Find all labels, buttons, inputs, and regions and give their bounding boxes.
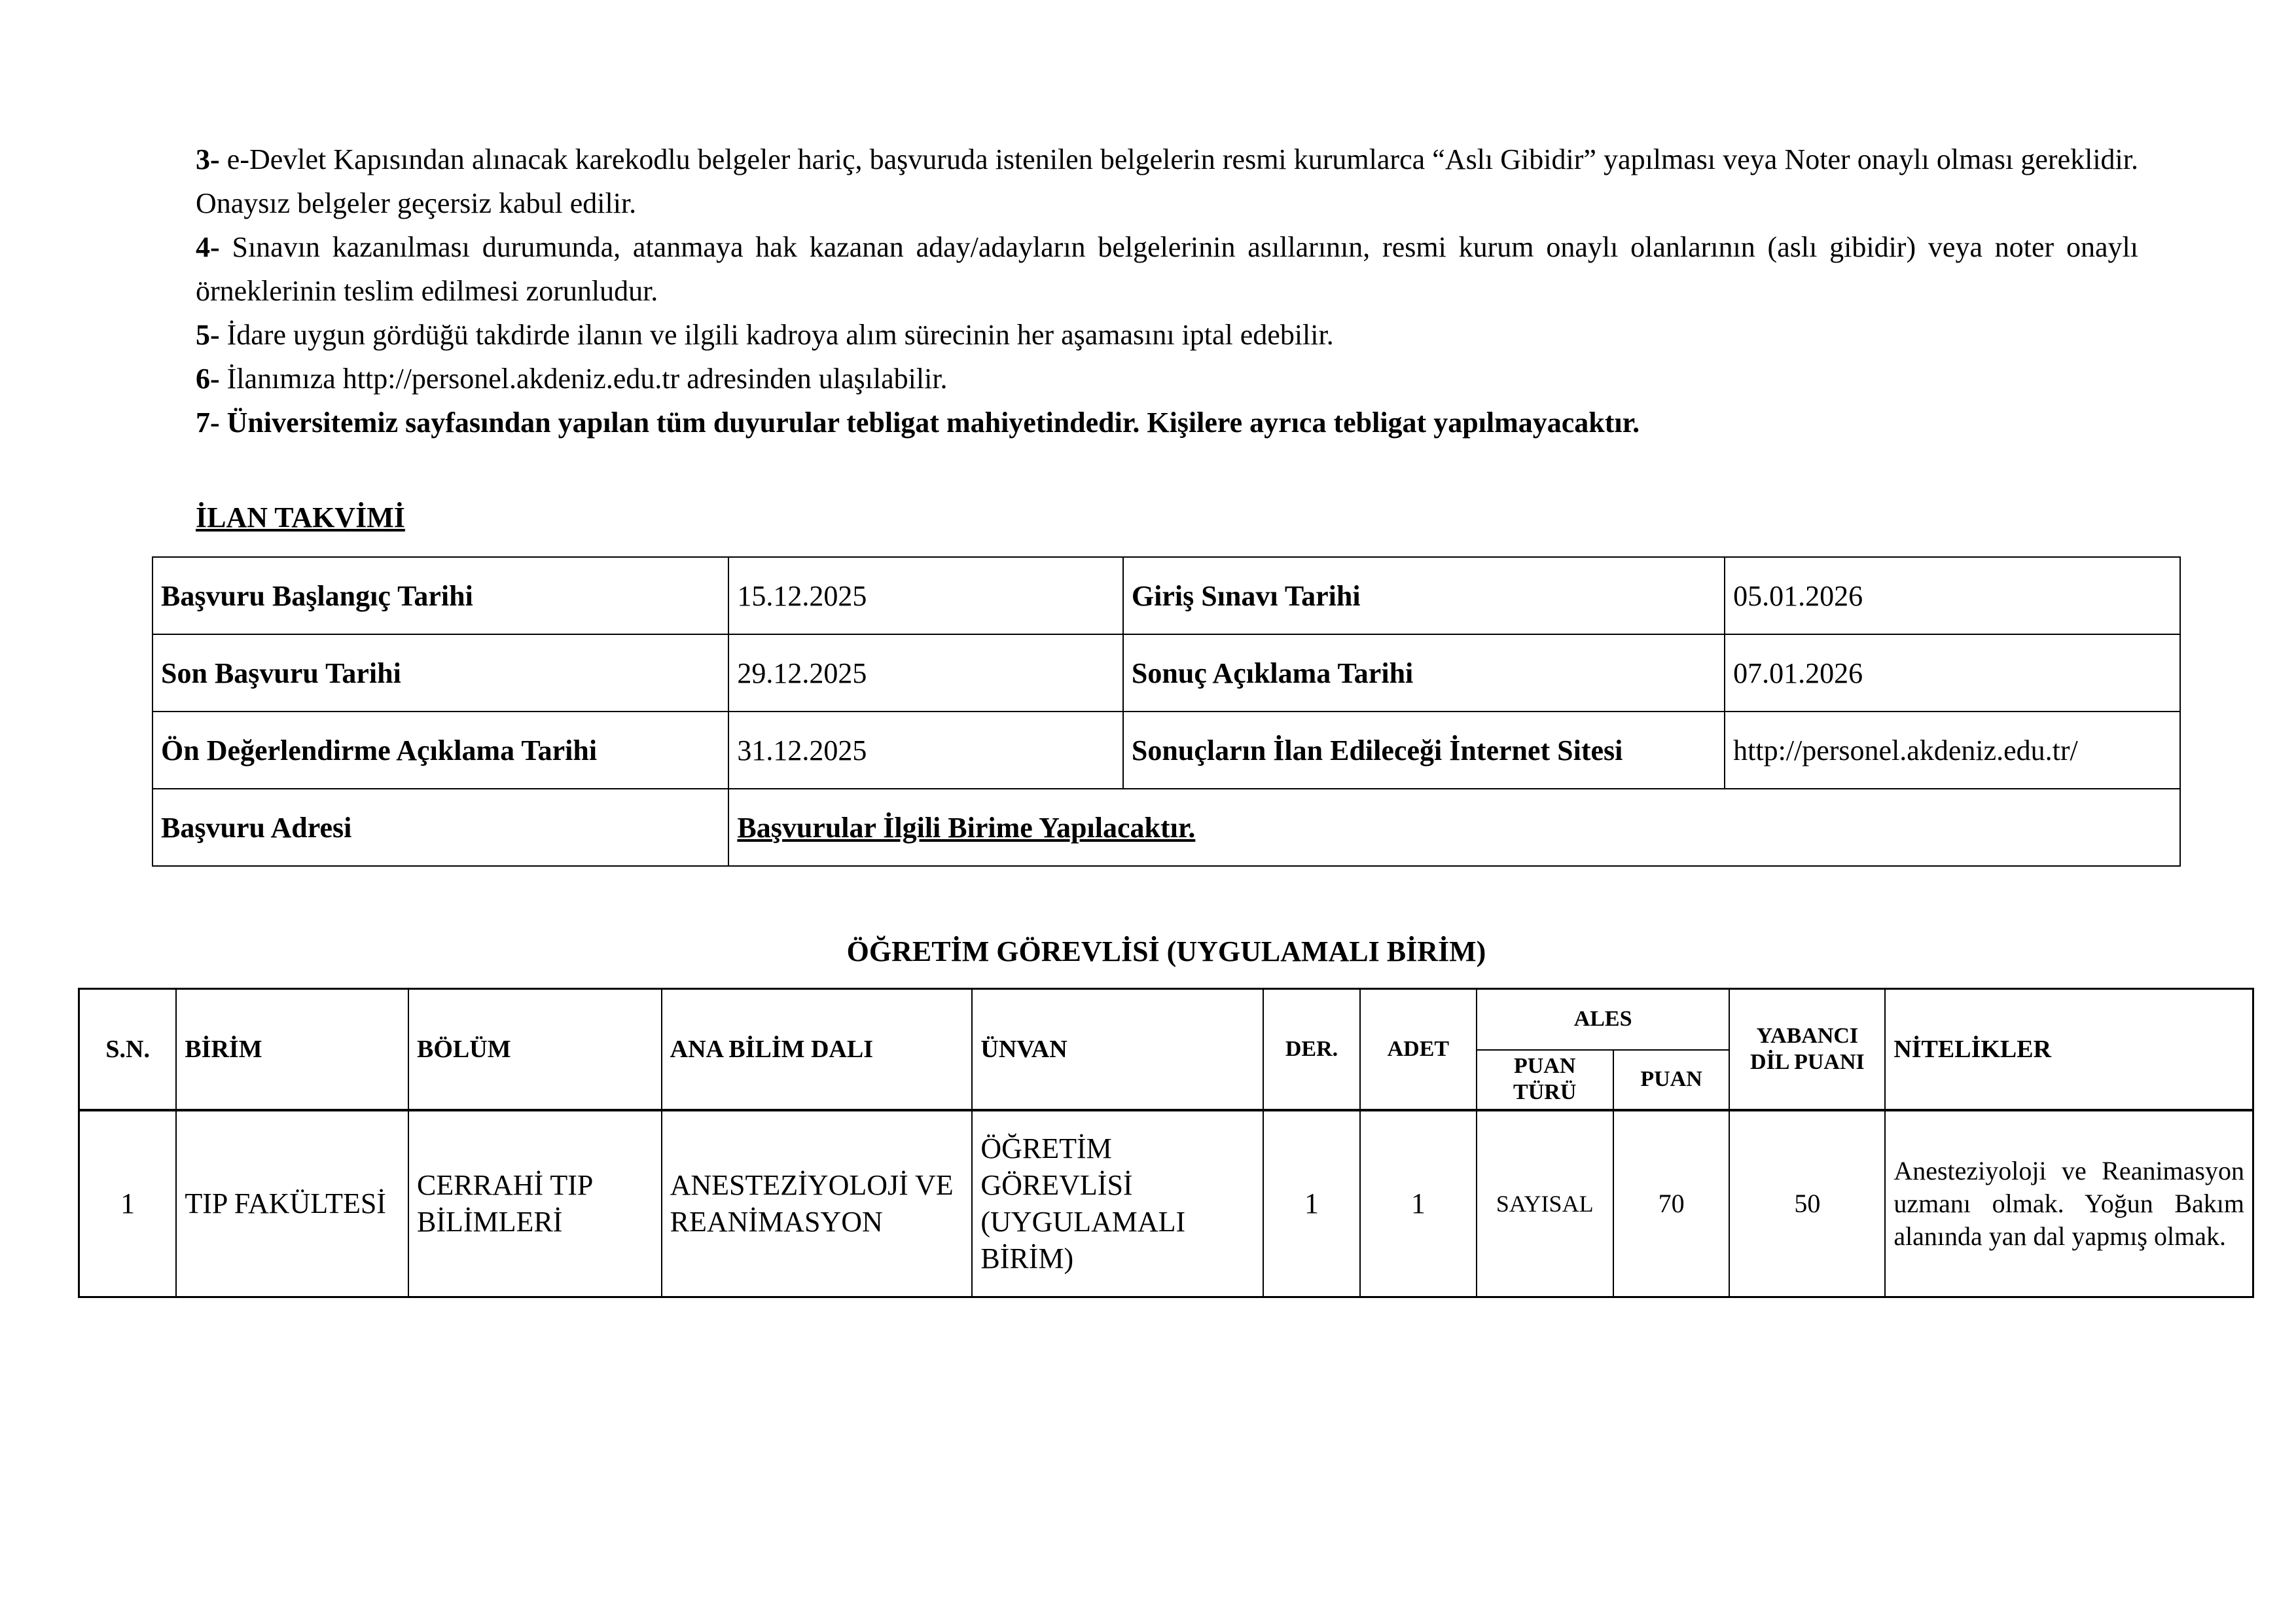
note-item: 5- İdare uygun gördüğü takdirde ilanın v…: [196, 319, 1334, 351]
header-birim: BİRİM: [175, 988, 410, 1111]
table-row: Ön Değerlendirme Açıklama Tarihi 31.12.2…: [151, 711, 2181, 789]
positions-title: ÖĞRETİM GÖREVLİSİ (UYGULAMALI BİRİM): [846, 935, 1486, 967]
table-row: Son Başvuru Tarihi 29.12.2025 Sonuç Açık…: [151, 634, 2181, 712]
cell-sn: 1: [78, 1109, 177, 1298]
label-cell: Başvuru Adresi: [151, 788, 730, 867]
table-row: Başvuru Adresi Başvurular İlgili Birime …: [151, 788, 2181, 867]
header-puan: PUAN: [1612, 1049, 1731, 1111]
label-cell: Sonuçların İlan Edileceği İnternet Sites…: [1122, 711, 1726, 789]
calendar-title: İLAN TAKVİMİ: [196, 501, 405, 533]
table-row: 1 TIP FAKÜLTESİ CERRAHİ TIP BİLİMLERİ AN…: [78, 1109, 2254, 1298]
value-cell: 31.12.2025: [728, 711, 1124, 789]
header-bolum: BÖLÜM: [408, 988, 662, 1111]
label-cell: Başvuru Başlangıç Tarihi: [151, 556, 730, 635]
value-cell: 15.12.2025: [728, 556, 1124, 635]
cell-birim: TIP FAKÜLTESİ: [175, 1109, 410, 1298]
notes-list: 3- e-Devlet Kapısından alınacak karekodl…: [196, 137, 2138, 444]
note-item: 3- e-Devlet Kapısından alınacak karekodl…: [196, 143, 2138, 219]
table-row: Başvuru Başlangıç Tarihi 15.12.2025 Giri…: [151, 556, 2181, 635]
cell-yabanci-dil: 50: [1729, 1109, 1886, 1298]
cell-puan: 70: [1612, 1109, 1731, 1298]
cell-nitelikler: Anesteziyoloji ve Reanimasyon uzmanı olm…: [1884, 1109, 2254, 1298]
calendar-table: Başvuru Başlangıç Tarihi 15.12.2025 Giri…: [151, 556, 2181, 867]
header-row: PUAN TÜRÜ PUAN: [79, 1049, 2253, 1111]
website-link[interactable]: http://personel.akdeniz.edu.tr/: [1724, 711, 2181, 789]
header-sn: S.N.: [78, 988, 177, 1111]
note-item: 6- İlanımıza http://personel.akdeniz.edu…: [196, 363, 948, 395]
cell-unvan: ÖĞRETİM GÖREVLİSİ (UYGULAMALI BİRİM): [971, 1109, 1265, 1298]
label-cell: Sonuç Açıklama Tarihi: [1122, 634, 1726, 712]
cell-bolum: CERRAHİ TIP BİLİMLERİ: [408, 1109, 662, 1298]
note-item: 7- Üniversitemiz sayfasından yapılan tüm…: [196, 406, 1640, 439]
value-cell: 07.01.2026: [1724, 634, 2181, 712]
header-der: DER.: [1263, 988, 1361, 1111]
value-cell: 05.01.2026: [1724, 556, 2181, 635]
header-puan-turu: PUAN TÜRÜ: [1475, 1049, 1614, 1111]
header-yabanci-dil: YABANCI DİL PUANI: [1729, 988, 1886, 1111]
positions-table: S.N. BİRİM BÖLÜM ANA BİLİM DALI ÜNVAN DE…: [78, 988, 2254, 1298]
header-ales: ALES: [1475, 988, 1731, 1051]
cell-puan-turu: SAYISAL: [1475, 1109, 1614, 1298]
cell-der: 1: [1263, 1109, 1361, 1298]
header-nitelikler: NİTELİKLER: [1884, 988, 2254, 1111]
label-cell: Ön Değerlendirme Açıklama Tarihi: [151, 711, 730, 789]
cell-adet: 1: [1359, 1109, 1477, 1298]
header-unvan: ÜNVAN: [971, 988, 1265, 1111]
value-cell: 29.12.2025: [728, 634, 1124, 712]
label-cell: Son Başvuru Tarihi: [151, 634, 730, 712]
cell-abd: ANESTEZİYOLOJİ VE REANİMASYON: [660, 1109, 973, 1298]
address-value: Başvurular İlgili Birime Yapılacaktır.: [728, 788, 2181, 867]
note-item: 4- Sınavın kazanılması durumunda, atanma…: [196, 231, 2138, 307]
label-cell: Giriş Sınavı Tarihi: [1122, 556, 1726, 635]
header-adet: ADET: [1359, 988, 1477, 1111]
header-row: S.N. BİRİM BÖLÜM ANA BİLİM DALI ÜNVAN DE…: [78, 988, 2254, 1111]
header-abd: ANA BİLİM DALI: [660, 988, 973, 1111]
